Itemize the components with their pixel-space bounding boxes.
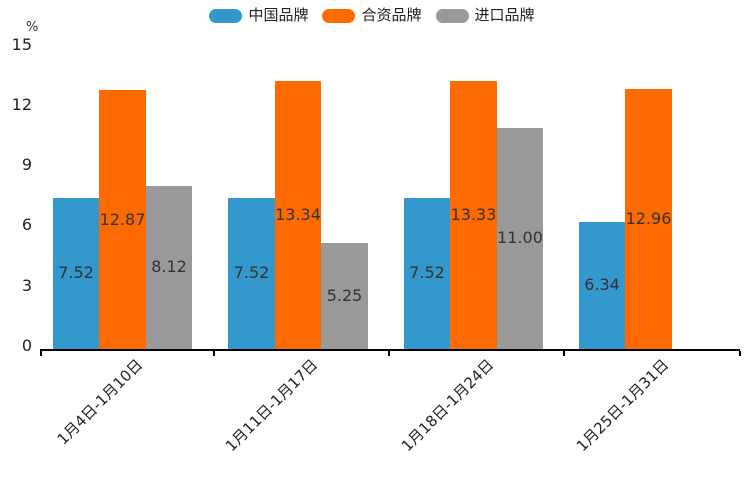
y-axis-tick-label: 15 [11,34,32,54]
legend: 中国品牌 合资品牌 进口品牌 [0,8,744,23]
bar-series1-cat1[interactable] [52,197,100,349]
bar-series3-cat1[interactable] [145,185,193,349]
y-axis-tick-label: 12 [11,94,32,114]
y-axis-tick-label: 6 [21,215,32,235]
bar-series1-cat2[interactable] [228,197,275,349]
bar-value-label: 13.33 [450,205,497,225]
bar-value-label: 5.25 [326,286,363,306]
legend-item-1[interactable]: 中国品牌 [209,8,308,23]
bar-value-label: 13.34 [275,204,321,224]
bar-value-label: 12.96 [625,208,672,228]
bar-series2-cat3[interactable] [450,81,497,349]
x-axis-tick [563,351,565,356]
legend-swatch-icon [435,8,469,23]
bar-value-label: 11.00 [497,228,543,248]
bar-series1-cat3[interactable] [403,197,451,349]
bar-series3-cat2[interactable] [321,243,368,349]
legend-label: 中国品牌 [248,6,309,24]
x-axis-label: 1月18日-1月24日 [397,355,497,456]
x-axis-tick [40,351,42,356]
y-axis-unit-label: % [26,20,39,35]
bar-value-label: 6.34 [584,275,620,295]
x-axis-label: 1月25日-1月31日 [572,355,672,456]
bar-value-label: 7.52 [58,263,94,283]
x-axis-label: 1月11日-1月17日 [221,355,322,456]
bar-value-label: 12.87 [99,209,146,229]
bar-value-label: 8.12 [151,257,187,277]
bar-series2-cat4[interactable] [625,88,672,349]
bar-value-label: 7.52 [233,263,270,283]
legend-item-3[interactable]: 进口品牌 [435,6,535,24]
legend-label: 进口品牌 [474,6,535,24]
legend-item-2[interactable]: 合资品牌 [322,6,422,24]
bar-series2-cat2[interactable] [274,80,322,349]
bar-series1-cat4[interactable] [578,221,626,349]
bar-value-label: 7.52 [409,263,445,283]
legend-swatch-icon [322,8,356,23]
legend-label: 合资品牌 [361,6,422,24]
legend-swatch-icon [209,8,243,23]
x-axis-tick [739,351,741,356]
y-axis-tick-label: 9 [21,155,32,175]
bar-series3-cat3[interactable] [496,127,544,349]
y-axis-tick-label: 3 [21,275,32,295]
x-axis-tick [213,351,215,356]
bar-series2-cat1[interactable] [99,90,146,349]
x-axis-tick [388,351,390,356]
y-axis-tick-label: 0 [21,336,32,355]
x-axis-label: 1月4日-1月10日 [53,355,146,449]
x-axis-line [40,349,740,351]
